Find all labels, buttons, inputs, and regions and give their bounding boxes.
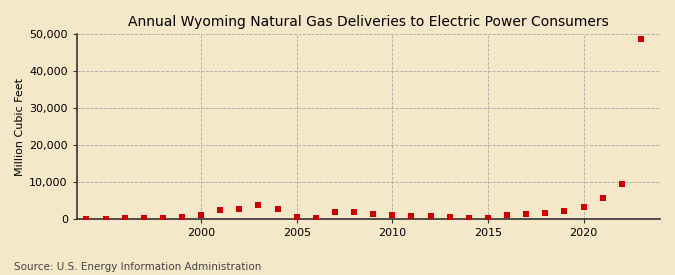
Point: [578, 205, 589, 209]
Point: [616, 182, 627, 186]
Point: [635, 37, 646, 41]
Point: [540, 210, 551, 215]
Point: [292, 215, 302, 219]
Point: [310, 216, 321, 220]
Point: [215, 208, 225, 212]
Point: [559, 209, 570, 213]
Y-axis label: Million Cubic Feet: Million Cubic Feet: [15, 78, 25, 176]
Point: [425, 214, 436, 218]
Point: [520, 212, 531, 216]
Point: [177, 215, 188, 220]
Point: [81, 216, 92, 221]
Point: [234, 207, 245, 211]
Point: [464, 216, 475, 220]
Point: [157, 216, 168, 220]
Point: [597, 195, 608, 200]
Point: [329, 210, 340, 214]
Point: [483, 216, 493, 220]
Point: [138, 216, 149, 220]
Point: [387, 213, 398, 217]
Point: [100, 216, 111, 221]
Point: [349, 209, 360, 214]
Point: [406, 213, 417, 218]
Point: [196, 212, 207, 217]
Point: [253, 203, 264, 207]
Point: [502, 213, 512, 217]
Point: [444, 215, 455, 219]
Point: [272, 207, 283, 211]
Point: [119, 216, 130, 221]
Point: [368, 211, 379, 216]
Title: Annual Wyoming Natural Gas Deliveries to Electric Power Consumers: Annual Wyoming Natural Gas Deliveries to…: [128, 15, 609, 29]
Text: Source: U.S. Energy Information Administration: Source: U.S. Energy Information Administ…: [14, 262, 261, 272]
